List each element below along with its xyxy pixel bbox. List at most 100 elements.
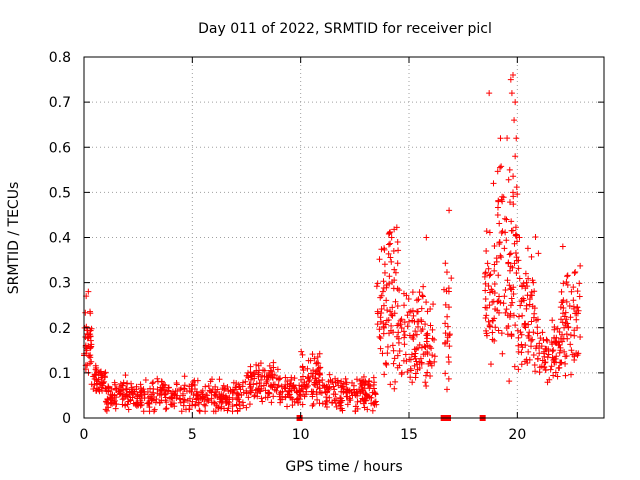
data-point bbox=[316, 364, 323, 371]
grid bbox=[84, 57, 604, 418]
data-point bbox=[300, 388, 307, 395]
data-point bbox=[558, 316, 565, 323]
data-point bbox=[168, 394, 175, 401]
data-point bbox=[119, 382, 126, 389]
data-point bbox=[395, 329, 402, 336]
data-point bbox=[147, 385, 154, 392]
data-point bbox=[552, 355, 559, 362]
data-point bbox=[396, 347, 403, 354]
data-point bbox=[162, 406, 169, 413]
data-point bbox=[362, 390, 369, 397]
data-point bbox=[289, 402, 296, 409]
data-point bbox=[446, 331, 453, 338]
data-point bbox=[510, 291, 517, 297]
data-point bbox=[314, 353, 321, 360]
data-point bbox=[239, 383, 246, 390]
data-point bbox=[573, 316, 580, 323]
data-point bbox=[161, 386, 168, 393]
data-point bbox=[500, 300, 507, 307]
data-point bbox=[338, 405, 345, 412]
data-point bbox=[340, 388, 347, 395]
data-point bbox=[266, 372, 273, 379]
data-point bbox=[512, 250, 519, 257]
data-point bbox=[444, 338, 451, 345]
data-point bbox=[384, 343, 391, 350]
data-point bbox=[339, 383, 346, 390]
x-tick-label: 10 bbox=[292, 427, 310, 443]
data-point bbox=[288, 374, 295, 381]
data-point bbox=[304, 365, 311, 372]
data-point bbox=[508, 295, 515, 302]
data-point bbox=[572, 269, 579, 276]
x-tick-label: 15 bbox=[400, 427, 418, 443]
data-point bbox=[205, 382, 212, 389]
data-point bbox=[443, 386, 450, 393]
data-point bbox=[384, 350, 391, 357]
data-point bbox=[210, 408, 217, 415]
data-point bbox=[563, 316, 570, 323]
data-point bbox=[299, 401, 306, 408]
data-point bbox=[171, 391, 178, 398]
data-point bbox=[214, 386, 221, 393]
data-point bbox=[316, 370, 323, 377]
data-point bbox=[271, 372, 278, 379]
data-point bbox=[391, 277, 398, 284]
data-point bbox=[401, 302, 408, 309]
data-point bbox=[409, 379, 416, 386]
data-point bbox=[515, 366, 522, 373]
data-point bbox=[117, 386, 124, 393]
data-point bbox=[562, 372, 569, 379]
data-point bbox=[564, 282, 571, 289]
data-point bbox=[510, 201, 517, 208]
data-point bbox=[569, 351, 576, 358]
data-point bbox=[298, 376, 305, 383]
data-point bbox=[530, 329, 537, 336]
data-point bbox=[87, 352, 94, 359]
data-point bbox=[485, 318, 492, 325]
data-point bbox=[181, 382, 188, 389]
data-point bbox=[158, 397, 165, 404]
data-point bbox=[500, 194, 507, 201]
data-point bbox=[502, 287, 509, 294]
data-point bbox=[485, 282, 492, 289]
data-point bbox=[233, 390, 240, 397]
data-point bbox=[312, 382, 319, 389]
data-point bbox=[419, 293, 426, 300]
y-axis-title: SRMTID / TECUs bbox=[6, 182, 22, 295]
data-point bbox=[526, 296, 533, 303]
data-point bbox=[334, 377, 341, 384]
data-point bbox=[158, 387, 165, 394]
data-point bbox=[371, 399, 378, 406]
data-point bbox=[188, 382, 195, 389]
data-point bbox=[128, 384, 135, 391]
data-point bbox=[518, 341, 525, 348]
data-point bbox=[427, 306, 434, 312]
data-point bbox=[517, 329, 524, 336]
data-point bbox=[247, 381, 254, 388]
data-point bbox=[101, 378, 108, 385]
data-point bbox=[88, 358, 95, 365]
data-point bbox=[528, 318, 535, 325]
data-point bbox=[534, 330, 541, 337]
data-point bbox=[520, 280, 527, 287]
data-point bbox=[519, 312, 526, 319]
data-point bbox=[395, 247, 402, 254]
data-point bbox=[522, 285, 529, 292]
data-point bbox=[244, 369, 251, 376]
data-point bbox=[101, 370, 108, 377]
data-point bbox=[387, 381, 394, 388]
data-point bbox=[487, 323, 494, 330]
data-point bbox=[416, 289, 423, 296]
data-point bbox=[119, 396, 126, 403]
data-point bbox=[507, 250, 514, 257]
data-point bbox=[407, 374, 414, 381]
data-point bbox=[259, 372, 266, 379]
data-point bbox=[84, 327, 91, 334]
x-axis-title: GPS time / hours bbox=[285, 459, 402, 475]
data-point bbox=[565, 324, 572, 331]
data-point bbox=[551, 326, 558, 333]
data-point bbox=[512, 224, 519, 231]
data-point bbox=[263, 373, 270, 380]
data-point bbox=[365, 378, 372, 385]
